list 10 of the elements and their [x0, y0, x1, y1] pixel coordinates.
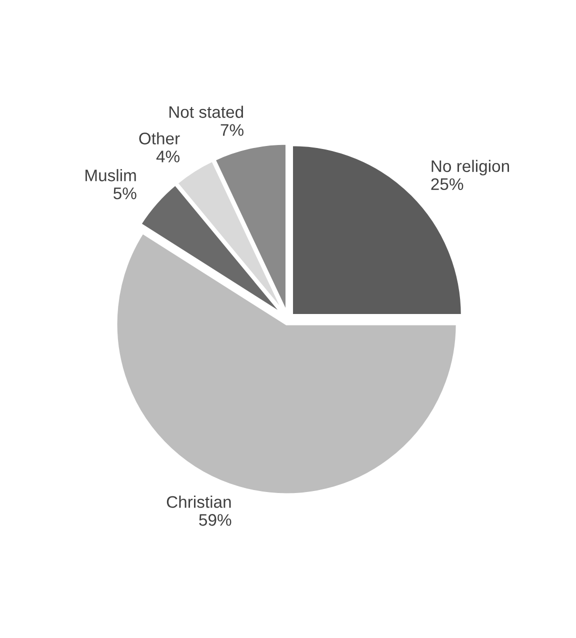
data-label: 5%: [114, 188, 136, 200]
data-label: 7%: [220, 124, 244, 136]
slice-label: Other: [139, 132, 180, 144]
slice-label: Christian: [166, 496, 231, 508]
slice-label: No religion: [432, 160, 509, 176]
data-label: 59%: [199, 514, 232, 526]
slice-label: Muslim: [86, 169, 136, 182]
slice-label: Not stated: [169, 106, 243, 118]
data-label: 4%: [156, 150, 180, 162]
data-label: 25%: [431, 178, 464, 190]
